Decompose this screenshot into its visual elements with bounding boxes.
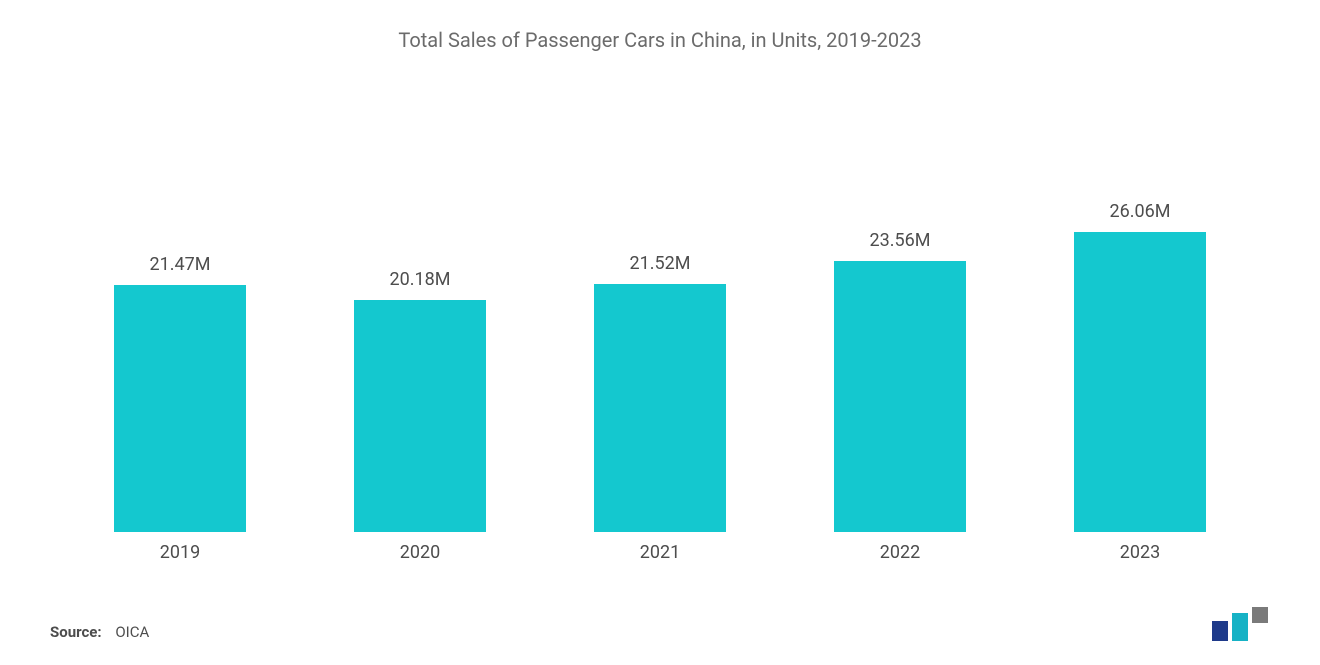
chart-title: Total Sales of Passenger Cars in China, … [50,28,1270,52]
bar-rect [594,284,726,532]
x-axis-label: 2021 [540,542,780,563]
bar-rect [834,261,966,532]
bar-slot: 23.56M [780,62,1020,532]
x-axis-label: 2019 [60,542,300,563]
bar-rect [1074,232,1206,532]
bar-value-label: 21.52M [630,253,691,274]
bar-value-label: 21.47M [150,254,211,275]
bar-value-label: 20.18M [390,269,451,290]
brand-logo-icon [1212,607,1270,641]
plot-area: 21.47M 20.18M 21.52M 23.56M 26.06M [50,62,1270,532]
source-label: Source: [50,623,102,641]
bars-row: 21.47M 20.18M 21.52M 23.56M 26.06M [50,62,1270,532]
x-axis-label: 2020 [300,542,540,563]
x-axis-row: 20192020202120222023 [50,532,1270,563]
bar-rect [354,300,486,532]
bar-slot: 26.06M [1020,62,1260,532]
x-axis-label: 2022 [780,542,1020,563]
bar-slot: 21.47M [60,62,300,532]
x-axis-label: 2023 [1020,542,1260,563]
footer-row: Source: OICA [50,605,1270,641]
source-value: OICA [115,623,149,641]
chart-container: Total Sales of Passenger Cars in China, … [0,0,1320,665]
bar-value-label: 26.06M [1110,201,1171,222]
bar-value-label: 23.56M [870,230,931,251]
bar-slot: 20.18M [300,62,540,532]
bar-slot: 21.52M [540,62,780,532]
bar-rect [114,285,246,532]
source-block: Source: OICA [50,623,149,641]
brand-logo [1212,607,1270,641]
